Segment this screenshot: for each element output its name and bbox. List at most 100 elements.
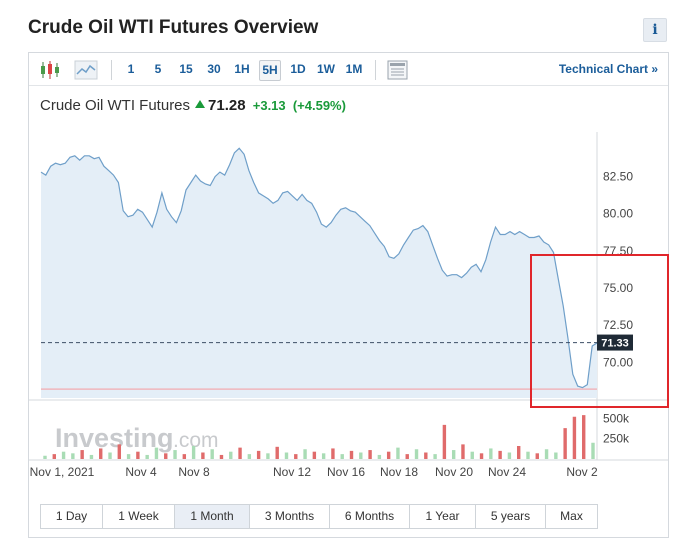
price-line [40,147,598,389]
x-tick-label: Nov 24 [488,465,526,479]
volume-bar [99,448,103,459]
volume-bar [52,454,56,459]
range-3-months[interactable]: 3 Months [250,505,330,528]
volume-bar [572,416,577,459]
watermark-brand: Investing [55,423,174,453]
price-chart[interactable]: Investing .com 71.3382.5080.0077.5075.00… [0,0,688,500]
candlestick-chart-icon[interactable] [38,59,62,81]
highlight-box [530,254,669,408]
volume-bar [470,451,474,459]
current-price-label: 71.33 [601,338,629,350]
range-max[interactable]: Max [546,505,597,528]
volume-bar [303,449,307,459]
volume-bar [591,442,595,459]
last-price: 71.28 [208,97,246,114]
volume-bar [479,453,484,459]
volume-bar [489,448,493,459]
quote-header: Crude Oil WTI Futures 71.28 +3.13 (+4.59%… [40,97,346,114]
volume-bar [294,454,298,459]
range-5-years[interactable]: 5 years [476,505,546,528]
timeframe-15[interactable]: 15 [179,62,193,76]
x-tick-label: Nov 1, 2021 [30,465,95,479]
y-tick-label: 70.00 [603,355,633,369]
x-tick-label: Nov 2 [566,465,598,479]
x-tick-label: Nov 12 [273,465,311,479]
volume-bar [563,428,567,459]
volume-bar [247,454,252,459]
info-button[interactable]: i [643,18,667,42]
price-change: +3.13 [252,98,286,113]
volume-bar [182,454,187,459]
volume-bar [544,449,549,459]
y-tick-label: 75.00 [603,281,633,295]
volume-bar [210,449,214,459]
volume-bar [117,444,122,459]
volume-bar [507,452,512,459]
x-tick-label: Nov 8 [178,465,210,479]
volume-bar [405,454,409,459]
volume-bar [312,451,317,459]
area-chart-icon[interactable] [74,59,98,81]
toolbar-divider [375,60,376,80]
timeframe-30[interactable]: 30 [207,62,221,76]
timeframe-1[interactable]: 1 [127,62,135,76]
up-arrow-icon [195,100,206,108]
volume-bar [164,453,168,459]
volume-bar [414,449,419,459]
volume-bar [359,452,363,459]
volume-bar [535,453,539,459]
y-tick-label: 82.50 [603,170,633,184]
price-area [41,148,597,398]
volume-bar [229,451,233,459]
volume-bar [80,450,84,459]
volume-bar [368,450,372,459]
volume-bar [154,447,159,459]
volume-bar [284,452,289,459]
timeframe-1w[interactable]: 1W [317,62,335,76]
x-tick-label: Nov 18 [380,465,418,479]
watermark-suffix: .com [173,429,219,452]
volume-bar [126,454,131,459]
range-1-day[interactable]: 1 Day [41,505,103,528]
volume-bar [498,450,502,459]
volume-bar [340,454,344,459]
volume-bar [377,454,382,459]
timeframe-1m[interactable]: 1M [345,62,363,76]
timeframe-5h[interactable]: 5H [259,60,281,81]
volume-bar [275,446,279,459]
volume-bar [442,424,447,459]
current-price-tag [597,334,633,351]
x-tick-label: Nov 16 [327,465,365,479]
range-1-month[interactable]: 1 Month [175,505,250,528]
volume-bar [71,453,75,459]
range-6-months[interactable]: 6 Months [330,505,410,528]
volume-bar [108,452,112,459]
volume-bar [526,451,530,459]
volume-bar [266,453,270,459]
technical-chart-link[interactable]: Technical Chart » [558,62,658,76]
toolbar-divider [111,60,112,80]
timeframe-1h[interactable]: 1H [234,62,250,76]
volume-bar [321,453,326,459]
volume-bar [554,452,558,459]
volume-bar [386,451,391,459]
instrument-name: Crude Oil WTI Futures [40,97,191,114]
volume-bar [238,447,242,459]
range-1-week[interactable]: 1 Week [103,505,175,528]
volume-bar [433,454,437,459]
volume-tick-label: 250k [603,432,630,446]
price-change-percent: (+4.59%) [292,98,346,113]
volume-bar [461,444,465,459]
volume-bar [89,454,94,459]
x-tick-label: Nov 20 [435,465,473,479]
volume-bar [136,451,140,459]
indicators-panel-icon[interactable] [386,59,410,81]
volume-bar [582,415,586,459]
volume-bar [145,454,149,459]
range-1-year[interactable]: 1 Year [410,505,476,528]
volume-bar [451,450,456,459]
timeframe-5[interactable]: 5 [154,62,162,76]
range-selector: 1 Day 1 Week 1 Month 3 Months 6 Months 1… [40,504,598,529]
timeframe-1d[interactable]: 1D [290,62,306,76]
investing-watermark: Investing .com [55,423,219,453]
